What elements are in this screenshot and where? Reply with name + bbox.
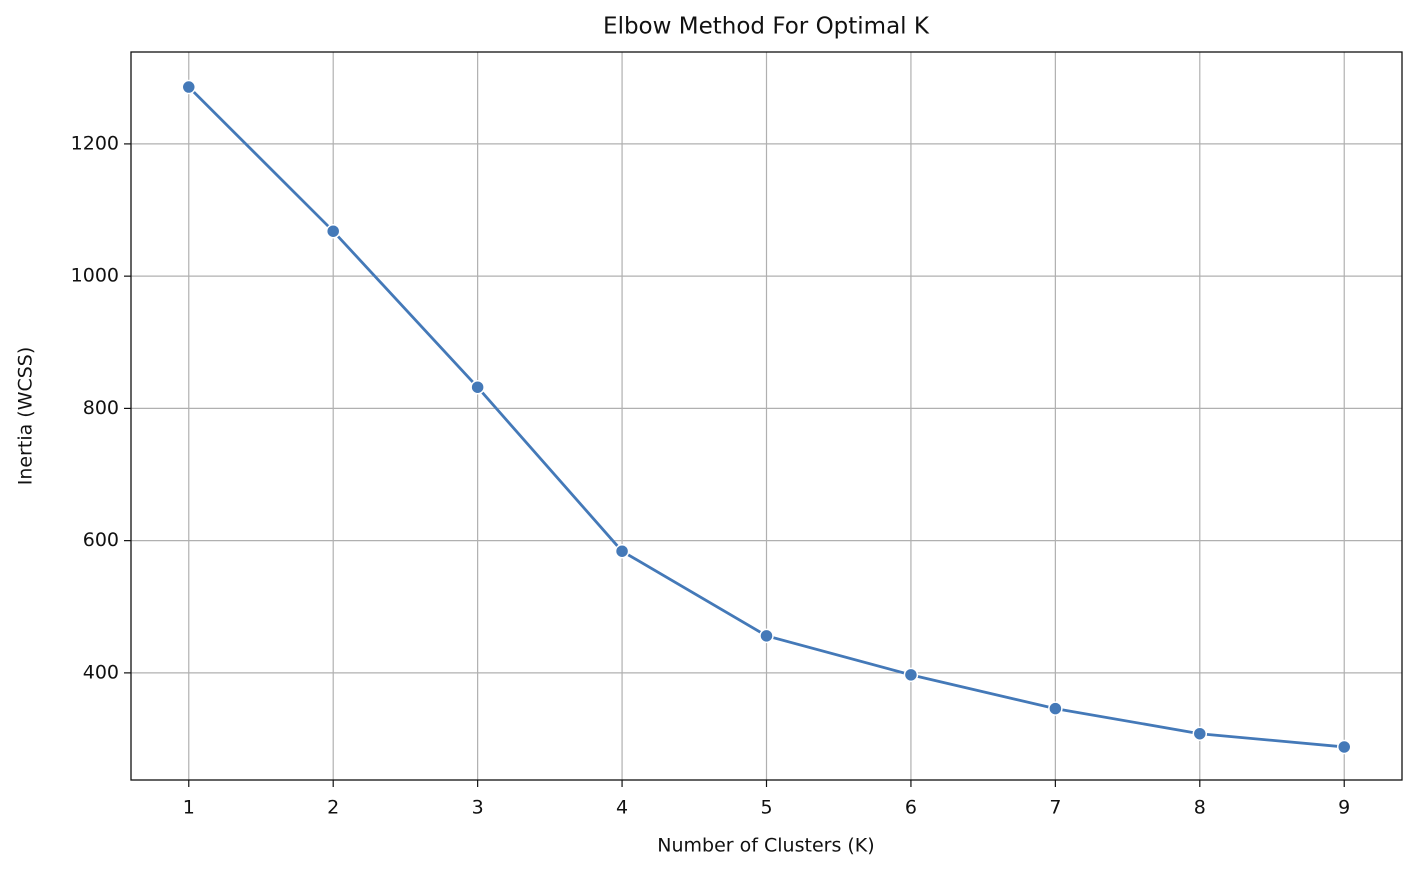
data-point: [1048, 701, 1063, 716]
x-tick-label: 9: [1338, 797, 1350, 819]
data-point: [1192, 726, 1208, 741]
y-tick-label: 1000: [71, 265, 119, 287]
x-tick-label: 6: [905, 797, 917, 819]
x-tick-label: 2: [327, 797, 339, 819]
data-point: [470, 379, 485, 395]
y-tick-label: 800: [83, 397, 119, 419]
plot-frame: [130, 51, 1403, 781]
data-point: [181, 79, 197, 95]
x-tick-label: 7: [1049, 797, 1061, 819]
chart-title: Elbow Method For Optimal K: [603, 14, 930, 40]
x-tick-label: 8: [1194, 797, 1206, 819]
data-point: [1336, 739, 1352, 755]
y-axis-label: Inertia (WCSS): [15, 347, 37, 486]
x-axis-label: Number of Clusters (K): [657, 835, 874, 857]
x-tick-label: 5: [760, 797, 772, 819]
x-tick-label: 4: [616, 797, 628, 819]
data-point: [614, 543, 630, 559]
data-point: [903, 667, 919, 683]
x-tick-label: 3: [472, 797, 484, 819]
y-tick-label: 400: [83, 661, 119, 683]
x-tick-label: 1: [183, 797, 195, 819]
data-point: [325, 223, 341, 239]
data-point: [759, 628, 774, 644]
y-tick-label: 1200: [71, 132, 119, 154]
y-tick-label: 600: [83, 529, 119, 551]
